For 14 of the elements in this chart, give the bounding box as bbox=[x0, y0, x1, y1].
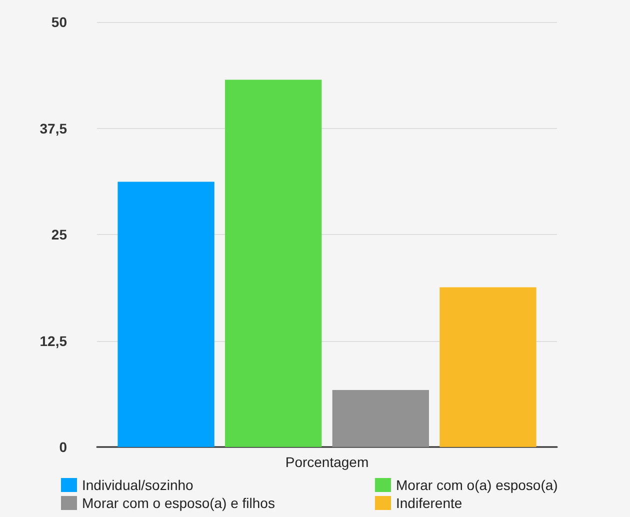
y-tick-label: 12,5 bbox=[40, 332, 68, 349]
y-tick-label: 0 bbox=[59, 439, 68, 455]
bar bbox=[440, 287, 536, 447]
legend-label: Individual/sozinho bbox=[82, 477, 194, 493]
y-tick-label: 50 bbox=[51, 14, 68, 30]
x-tick-label: Porcentagem bbox=[285, 454, 369, 470]
bar bbox=[332, 390, 429, 447]
legend-label: Indiferente bbox=[396, 495, 462, 511]
y-tick-label: 37,5 bbox=[40, 120, 68, 136]
bar bbox=[225, 80, 322, 447]
legend-label: Morar com o(a) esposo(a) bbox=[396, 477, 558, 493]
legend-label: Morar com o esposo(a) e filhos bbox=[82, 495, 275, 511]
y-tick-label: 25 bbox=[51, 226, 68, 242]
bar bbox=[118, 182, 214, 447]
